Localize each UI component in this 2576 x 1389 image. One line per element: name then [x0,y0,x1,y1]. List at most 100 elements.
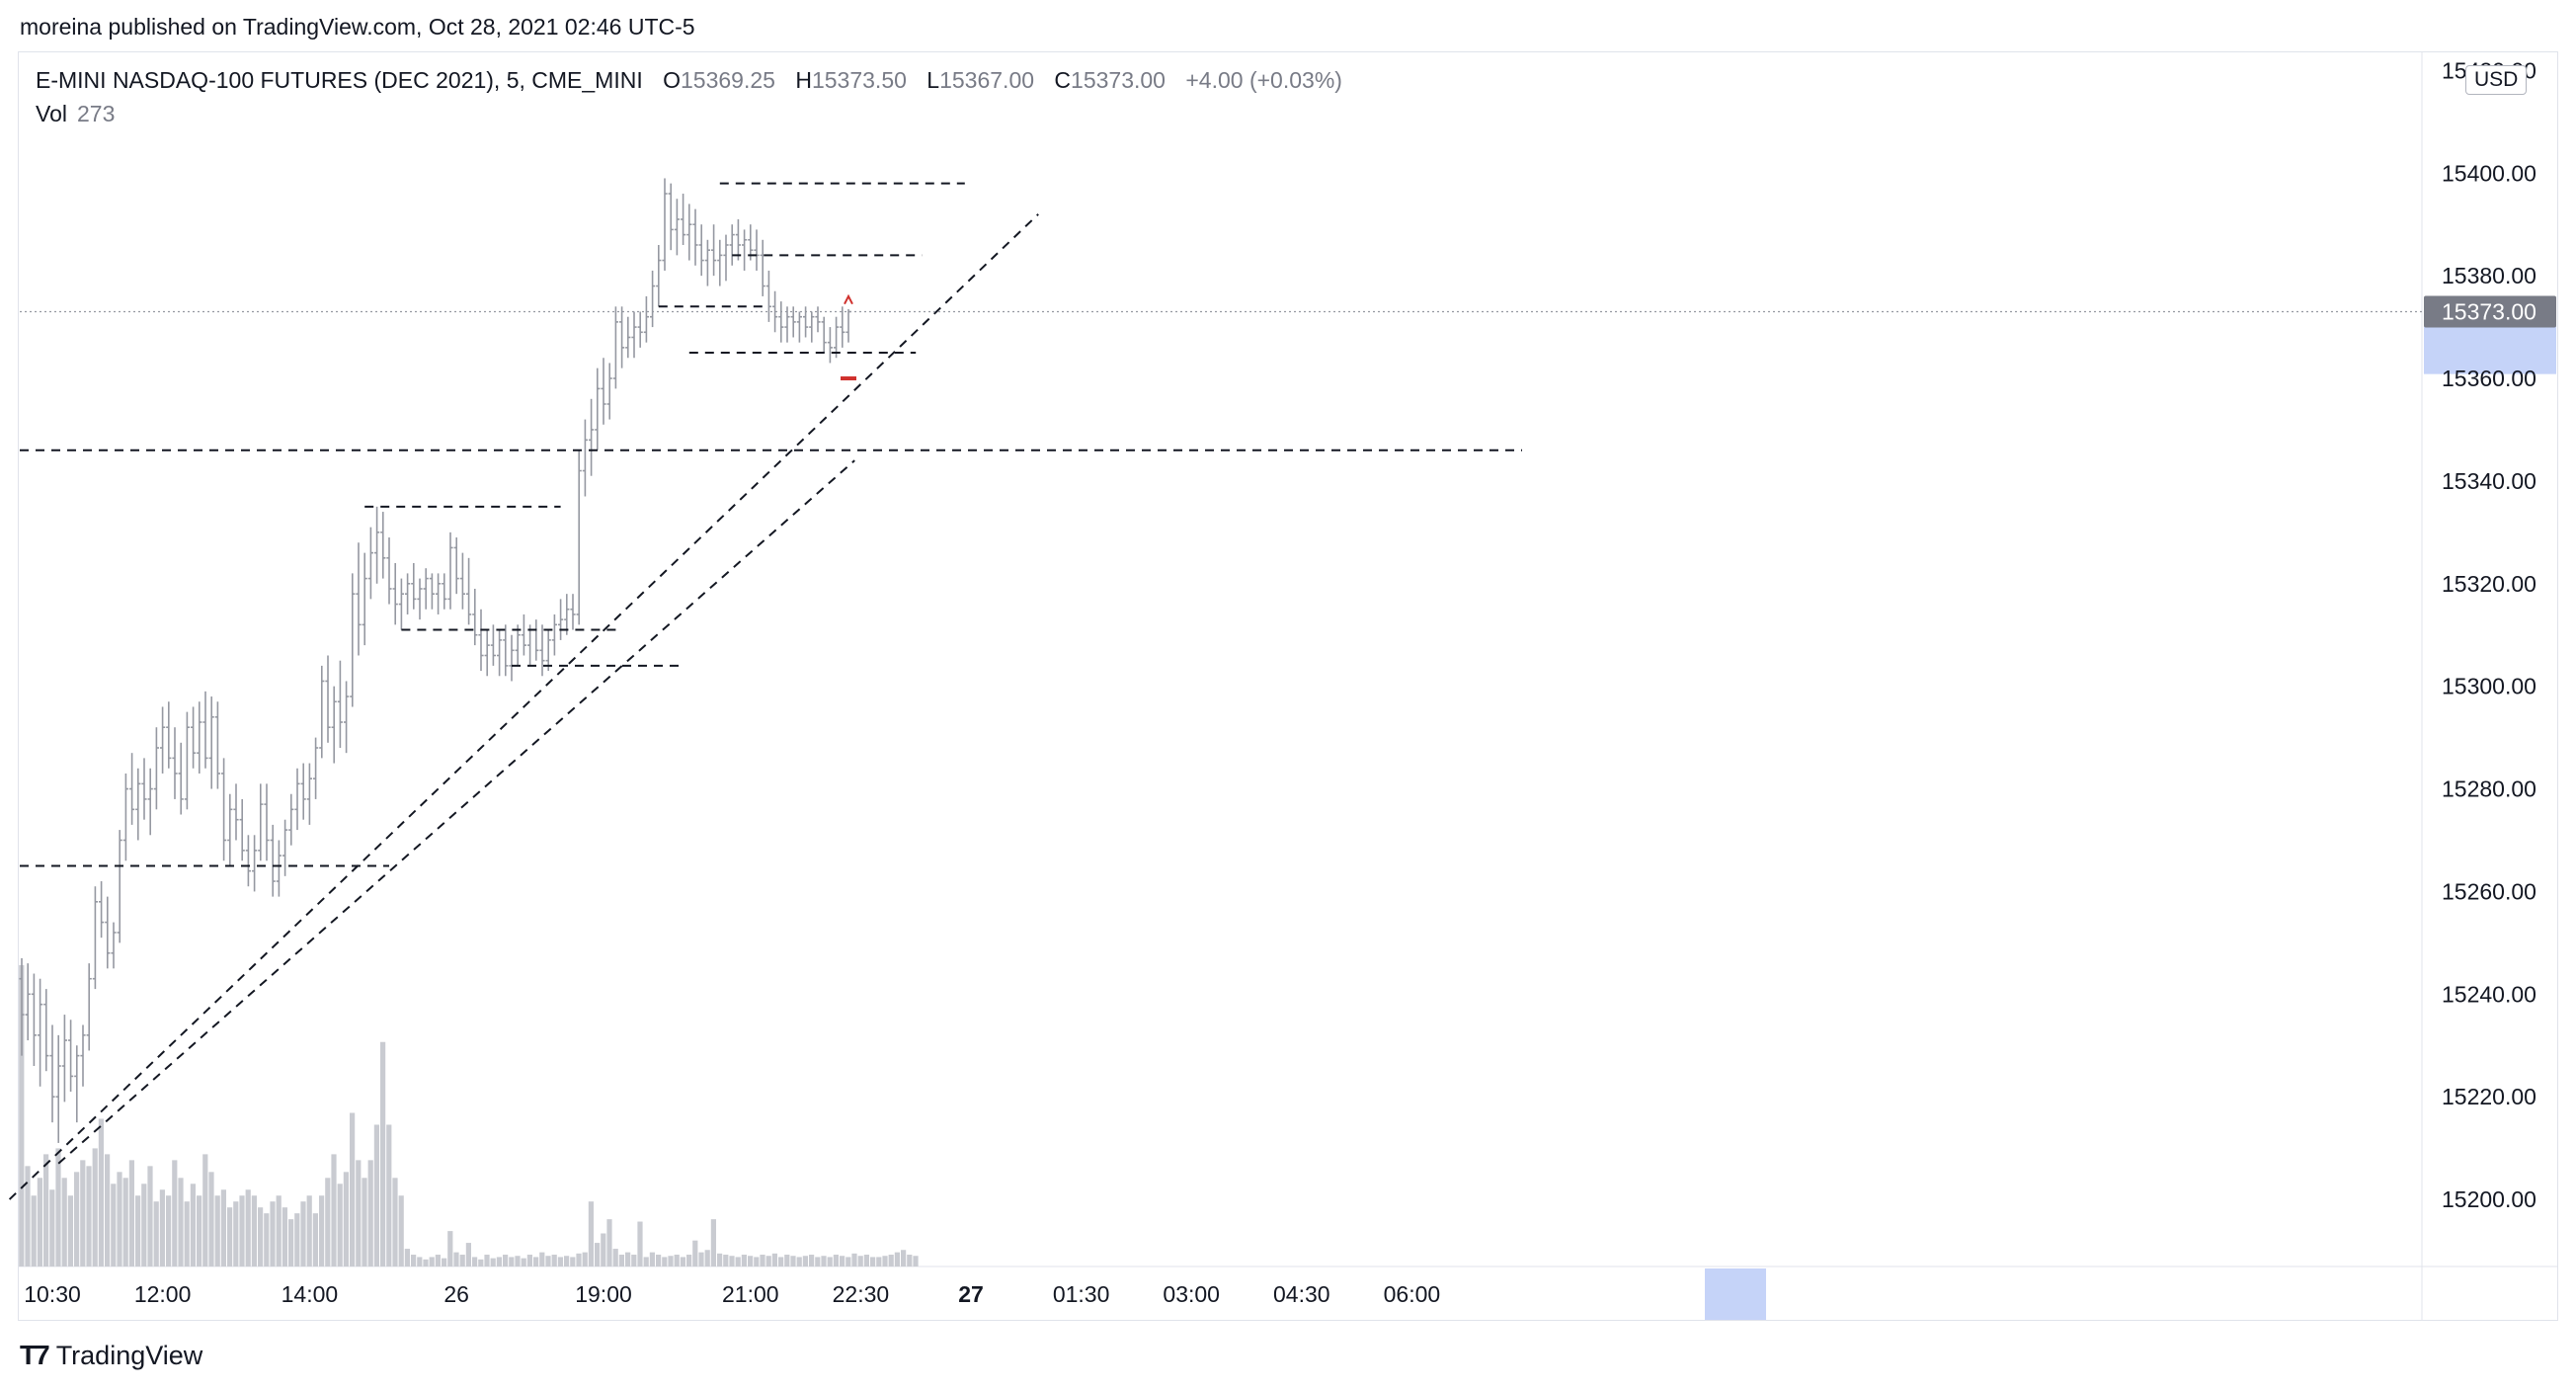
ohlc-bar [656,244,662,307]
volume-bar [306,1195,312,1266]
volume-bar [386,1124,392,1266]
volume-bar [356,1160,362,1266]
volume-bar [135,1195,141,1266]
ohlc-bar [61,1015,67,1103]
ohlc-bar [337,660,343,748]
volume-bar [710,1219,716,1266]
volume-bar [509,1257,515,1266]
currency-button[interactable]: USD [2465,65,2528,95]
volume-bar [526,1255,532,1266]
high-value: 15373.50 [811,67,907,93]
volume-bar [901,1250,907,1266]
ohlc-bar [815,306,821,333]
volume-bar [551,1255,557,1266]
volume-bar [582,1252,588,1266]
ohlc-bar [153,727,159,810]
ohlc-bar [184,711,190,810]
ohlc-bar [576,449,582,625]
publish-line: moreina published on TradingView.com, Oc… [20,14,695,40]
volume-bar [37,1178,42,1266]
volume-bar [367,1160,373,1266]
volume-bar [276,1195,282,1266]
volume-bar [447,1231,453,1266]
volume-bar [282,1207,287,1266]
ohlc-bar [631,311,637,359]
ohlc-bar [55,1034,61,1143]
volume-bar [459,1255,465,1266]
chart-frame[interactable] [18,51,2558,1321]
ohlc-bar [447,531,453,610]
session-marker [841,376,856,381]
time-tick-label: 21:00 [722,1281,779,1307]
ohlc-bar [233,783,239,841]
ohlc-bar [319,665,325,759]
volume-bar [80,1160,86,1266]
ohlc-bar [606,363,612,420]
ohlc-bar [619,306,625,368]
ohlc-bar [227,793,233,866]
brand[interactable]: T7 TradingView [20,1340,202,1371]
last-price-label: 15373.00 [2442,299,2536,325]
ohlc-bar [729,224,735,266]
ohlc-bar [86,963,92,1051]
ohlc-bar [436,573,442,614]
ohlc-bar [760,239,765,296]
ohlc-bar [350,573,356,707]
price-tick-label: 15320.00 [2442,571,2536,597]
time-tick-label: 26 [443,1281,469,1307]
ohlc-bar [362,552,367,646]
price-tick-label: 15400.00 [2442,160,2536,186]
volume-bar [312,1213,318,1266]
ohlc-bar [686,204,692,261]
ohlc-bar [612,306,618,389]
volume-bar [288,1219,294,1266]
ohlc-bar [202,691,208,769]
ohlc-bar [245,835,251,887]
volume-bar [202,1154,208,1266]
ohlc-bar [417,578,423,620]
ohlc-bar [570,594,576,630]
ohlc-bar [551,613,557,656]
ohlc-bar [662,178,668,271]
volume-bar [128,1160,134,1266]
volume-bar [398,1195,404,1266]
volume-bar [411,1255,417,1266]
volume-bar [117,1172,122,1266]
volume-bar [698,1252,704,1266]
volume-bar [429,1257,435,1266]
volume-bar [31,1195,37,1266]
brand-name: TradingView [55,1340,203,1370]
ohlc-bar [784,306,790,343]
volume-bar [472,1257,478,1266]
volume-bar [888,1255,894,1266]
volume-bar [533,1257,539,1266]
ohlc-bar [380,512,386,579]
ohlc-bar [692,208,698,266]
volume-bar [790,1256,796,1266]
ohlc-bar [166,701,172,769]
ohlc-bar [306,763,312,825]
volume-bar [876,1257,882,1266]
volume-bar [319,1195,325,1266]
volume-bar [778,1257,784,1266]
trend-line[interactable] [8,213,1039,1200]
ohlc-bar [49,1024,55,1123]
volume-bar [105,1154,111,1266]
time-tick-label: 04:30 [1273,1281,1330,1307]
price-tick-label: 15360.00 [2442,366,2536,391]
ohlc-bar [19,957,25,1056]
volume-bar [815,1257,821,1266]
ohlc-bar [459,552,465,610]
volume-bar [649,1252,655,1266]
ohlc-bar [558,599,564,640]
time-tick-label: 27 [958,1281,984,1307]
price-up-marker [844,293,853,305]
ohlc-bar [564,594,570,635]
volume-bar [735,1257,741,1266]
volume-bar [74,1172,80,1266]
chart-legend: E-MINI NASDAQ-100 FUTURES (DEC 2021), 5,… [36,67,1342,94]
trend-line[interactable] [57,459,855,1165]
ohlc-bar [827,327,833,364]
volume-bar [827,1257,833,1266]
